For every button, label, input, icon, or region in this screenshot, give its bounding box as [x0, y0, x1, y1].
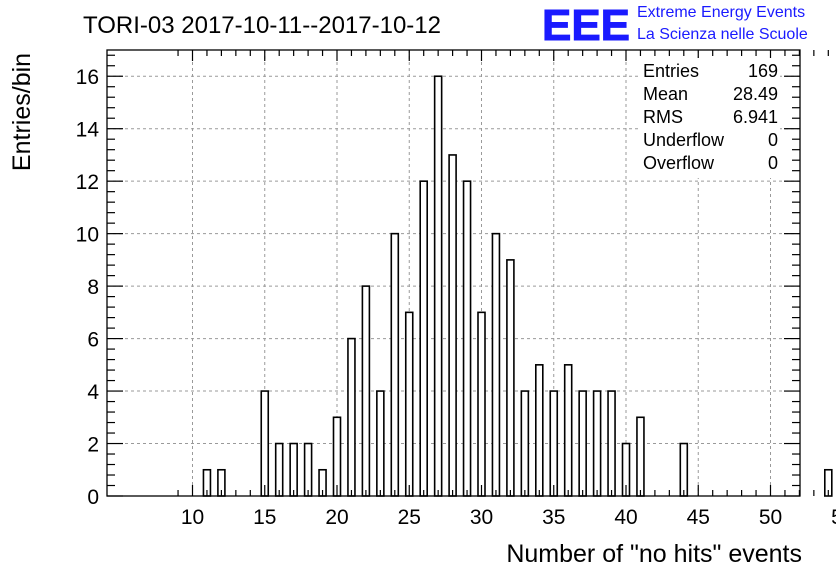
- histogram-bar: [506, 259, 515, 497]
- chart-title: TORI-03 2017-10-11--2017-10-12: [83, 12, 441, 39]
- histogram-bar: [549, 390, 559, 497]
- x-tick-label: 15: [253, 506, 276, 529]
- y-axis-label: Entries/bin: [8, 53, 36, 171]
- y-tick-label: 6: [87, 329, 99, 352]
- logo-mark: EEE: [542, 1, 630, 50]
- plot-frame: [106, 49, 801, 497]
- histogram-bar: [289, 442, 298, 497]
- eee-logo: EEE Extreme Energy Events La Scienza nel…: [542, 1, 808, 51]
- y-tick-label: 0: [87, 486, 99, 509]
- y-tick-label: 8: [87, 276, 99, 299]
- x-tick-label: 30: [470, 506, 493, 529]
- stat-entries-label: Entries: [643, 61, 699, 81]
- histogram-bar: [376, 390, 385, 497]
- x-tick-label: 10: [181, 506, 204, 529]
- histogram-bar: [607, 390, 616, 497]
- histogram-bar: [274, 442, 284, 497]
- histogram-bar: [361, 285, 371, 497]
- histogram-bars: [202, 75, 833, 497]
- y-tick-label: 16: [76, 66, 99, 89]
- logo-line-1: Extreme Energy Events: [637, 4, 805, 21]
- stat-overflow-label: Overflow: [643, 153, 715, 173]
- stat-underflow-value: 0: [768, 130, 778, 150]
- histogram-bar: [578, 390, 587, 497]
- x-tick-label: 55: [831, 506, 836, 529]
- histogram-bar: [347, 337, 356, 497]
- y-axis-ticks: 0 2 4 6 8 10 12 14 16: [76, 54, 800, 509]
- logo-line-2: La Scienza nelle Scuole: [637, 26, 808, 43]
- x-tick-label: 40: [614, 506, 637, 529]
- histogram-bar: [563, 364, 573, 497]
- histogram-bar: [404, 311, 414, 497]
- y-tick-label: 10: [76, 224, 99, 247]
- histogram-bar: [433, 75, 443, 497]
- histogram-bar: [390, 232, 400, 497]
- x-tick-label: 50: [759, 506, 782, 529]
- x-tick-label: 20: [325, 506, 348, 529]
- histogram-bar: [448, 154, 457, 497]
- histogram-bar: [520, 390, 530, 497]
- stat-entries-value: 169: [748, 61, 778, 81]
- y-tick-label: 12: [76, 171, 99, 194]
- histogram-bar: [462, 180, 472, 497]
- stats-box-background: [640, 58, 780, 178]
- x-axis-label: Number of "no hits" events: [506, 540, 802, 568]
- stat-rms-value: 6.941: [733, 107, 778, 127]
- stat-mean-label: Mean: [643, 84, 688, 104]
- histogram-bar: [419, 180, 429, 497]
- stat-mean-value: 28.49: [733, 84, 778, 104]
- x-tick-label: 25: [398, 506, 421, 529]
- histogram-bar: [477, 311, 486, 497]
- histogram-bar: [260, 390, 270, 497]
- histogram-bar: [679, 442, 689, 497]
- histogram-bar: [303, 442, 313, 497]
- stats-box: Entries 169 Mean 28.49 RMS 6.941 Underfl…: [640, 58, 780, 178]
- histogram-bar: [592, 390, 602, 497]
- histogram-bar: [534, 364, 544, 497]
- stat-overflow-value: 0: [768, 153, 778, 173]
- stat-underflow-label: Underflow: [643, 130, 725, 150]
- x-tick-label: 35: [542, 506, 565, 529]
- x-axis-ticks: 10 15 20 25 30 35 40 45 50 55: [177, 50, 836, 529]
- stat-rms-label: RMS: [643, 107, 683, 127]
- histogram-bar: [491, 232, 501, 497]
- y-tick-label: 4: [87, 381, 99, 404]
- histogram-bar: [332, 416, 342, 497]
- y-tick-label: 2: [87, 434, 99, 457]
- y-tick-label: 14: [76, 119, 100, 142]
- x-tick-label: 45: [687, 506, 710, 529]
- histogram-bar: [636, 416, 645, 497]
